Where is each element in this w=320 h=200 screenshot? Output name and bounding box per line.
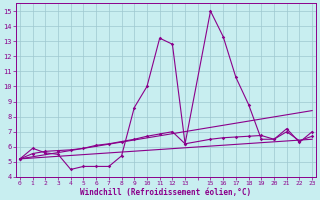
X-axis label: Windchill (Refroidissement éolien,°C): Windchill (Refroidissement éolien,°C) xyxy=(80,188,252,197)
